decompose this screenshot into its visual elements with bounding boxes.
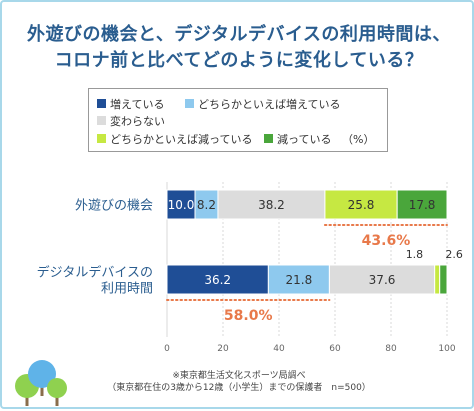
legend-label-2: どちらかといえば増えている bbox=[198, 98, 341, 111]
bar-value-label-1-2: 37.6 bbox=[369, 273, 396, 287]
bar-segment-1-2 bbox=[328, 264, 436, 295]
legend: 増えている どちらかといえば増えている 変わらない どちらかといえば減っている … bbox=[88, 88, 388, 152]
annotation-label-0: 43.6% bbox=[362, 233, 411, 249]
category-label-0-0: 外遊びの機会 bbox=[75, 199, 153, 214]
legend-swatch-3 bbox=[97, 116, 106, 125]
tree-trunk-1 bbox=[40, 384, 44, 396]
category-label-1-0: デジタルデバイスの bbox=[37, 265, 153, 281]
bar-segment-1-3 bbox=[434, 264, 441, 295]
legend-label-4: どちらかといえば減っている bbox=[110, 133, 253, 146]
x-tick-label-1: 20 bbox=[217, 344, 229, 354]
x-tick-label-4: 80 bbox=[385, 344, 397, 354]
x-tick-label-5: 100 bbox=[438, 344, 455, 354]
bar-segment-1-4 bbox=[439, 264, 448, 295]
bar-value-label-0-4: 17.8 bbox=[409, 198, 436, 212]
legend-swatch-1 bbox=[97, 99, 106, 108]
footnote-line-1: ※東京都生活文化スポーツ局調べ bbox=[172, 371, 306, 381]
legend-swatch-4 bbox=[97, 134, 106, 143]
bar-value-label-1-0: 36.2 bbox=[204, 273, 231, 287]
bar-segment-0-4 bbox=[396, 189, 448, 220]
tree-icon-1 bbox=[28, 360, 56, 388]
legend-label-3: 変わらない bbox=[110, 115, 165, 128]
bar-segment-1-0 bbox=[166, 264, 269, 295]
annotation-label-1: 58.0% bbox=[224, 308, 273, 324]
tree-trunk-0 bbox=[25, 394, 29, 406]
legend-label-1: 増えている bbox=[110, 98, 165, 111]
footnote-line-2: （東京都在住の3歳から12歳（小学生）までの保護者 n=500） bbox=[107, 383, 371, 393]
legend-swatch-5 bbox=[264, 134, 273, 143]
legend-swatch-2 bbox=[185, 99, 194, 108]
bar-value-label-1-4: 2.6 bbox=[445, 248, 463, 261]
chart-title-line-1: 外遊びの機会と、デジタルデバイスの利用時間は、 bbox=[27, 24, 451, 45]
x-tick-label-0: 0 bbox=[164, 344, 170, 354]
x-tick-label-3: 60 bbox=[329, 344, 341, 354]
bar-value-label-0-1: 8.2 bbox=[197, 198, 216, 212]
bar-value-label-0-0: 10.0 bbox=[168, 198, 195, 212]
category-label-1-1: 利用時間 bbox=[101, 282, 153, 297]
legend-unit: （%） bbox=[342, 133, 375, 146]
chart-title-line-2: コロナ前と比べてどのように変化している？ bbox=[54, 50, 424, 71]
x-tick-label-2: 40 bbox=[273, 344, 285, 354]
bar-value-label-1-3: 1.8 bbox=[406, 248, 424, 261]
tree-icon-2 bbox=[47, 378, 67, 398]
bar-value-label-0-2: 38.2 bbox=[258, 198, 285, 212]
bar-value-label-0-3: 25.8 bbox=[348, 198, 375, 212]
bar-segment-0-3 bbox=[324, 189, 398, 220]
bar-segment-0-2 bbox=[217, 189, 326, 220]
legend-label-5: 減っている bbox=[277, 133, 332, 146]
tree-trunk-2 bbox=[55, 394, 59, 406]
bar-value-label-1-1: 21.8 bbox=[286, 273, 313, 287]
